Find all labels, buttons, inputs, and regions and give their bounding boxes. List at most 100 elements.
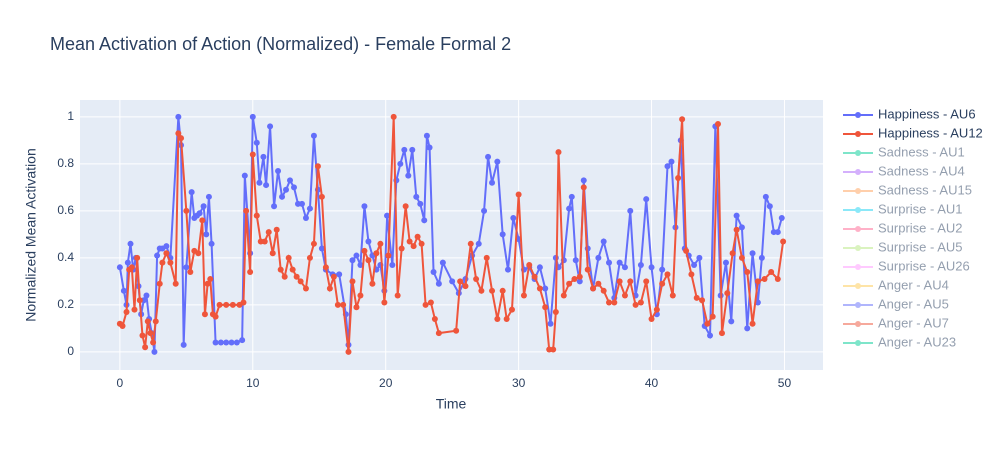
data-point (273, 226, 280, 233)
legend-marker (855, 321, 861, 327)
data-point (754, 278, 761, 285)
data-point (365, 257, 372, 264)
legend-item[interactable]: Surprise - AU26 (843, 258, 970, 273)
chart-title: Mean Activation of Action (Normalized) -… (50, 34, 511, 54)
data-point (606, 299, 613, 306)
legend-label: Surprise - AU26 (878, 258, 970, 273)
legend: Happiness - AU6 Happiness - AU12 Sadness -… (843, 106, 983, 349)
data-point (267, 123, 274, 130)
data-point (369, 280, 376, 287)
data-point (409, 146, 416, 153)
data-point (216, 301, 223, 308)
legend-marker (855, 340, 861, 346)
data-point (485, 153, 492, 160)
data-point (200, 203, 207, 210)
data-point (761, 276, 768, 283)
data-point (414, 233, 421, 240)
data-point (691, 261, 698, 268)
legend-item[interactable]: Surprise - AU5 (843, 239, 963, 254)
data-point (124, 259, 131, 266)
data-point (261, 238, 268, 245)
legend-item[interactable]: Happiness - AU6 (843, 106, 976, 121)
data-point (714, 120, 721, 127)
data-point (349, 257, 356, 264)
legend-item[interactable]: Sadness - AU4 (843, 163, 965, 178)
data-point (207, 276, 214, 283)
grid: 00.20.40.60.810 10 20 30 40 50 (57, 100, 823, 390)
data-point (430, 269, 437, 276)
data-point (704, 320, 711, 327)
legend-label: Sadness - AU1 (878, 144, 965, 159)
data-point (269, 250, 276, 257)
data-point (144, 318, 151, 325)
legend-marker (855, 150, 861, 156)
data-point (749, 320, 756, 327)
data-point (385, 252, 392, 259)
legend-item[interactable]: Anger - AU7 (843, 315, 949, 330)
data-point (510, 214, 517, 221)
data-point (590, 285, 597, 292)
data-point (357, 292, 364, 299)
data-point (722, 259, 729, 266)
data-point (572, 257, 579, 264)
data-point (499, 231, 506, 238)
legend-item[interactable]: Sadness - AU1 (843, 144, 965, 159)
legend-item[interactable]: Anger - AU4 (843, 277, 949, 292)
data-point (637, 261, 644, 268)
x-tick-label: 0 (117, 376, 124, 390)
data-point (175, 130, 182, 137)
data-point (584, 266, 591, 273)
data-point (397, 160, 404, 167)
data-point (699, 297, 706, 304)
data-point (297, 278, 304, 285)
data-point (256, 179, 263, 186)
data-point (724, 290, 731, 297)
data-point (353, 304, 360, 311)
legend-item[interactable]: Anger - AU23 (843, 334, 956, 349)
data-point (728, 318, 735, 325)
data-point (175, 113, 182, 120)
legend-item[interactable]: Surprise - AU2 (843, 220, 963, 235)
data-point (398, 245, 405, 252)
data-point (357, 261, 364, 268)
data-point (664, 163, 671, 170)
data-point (749, 250, 756, 257)
data-point (435, 330, 442, 337)
data-point (547, 320, 554, 327)
data-point (247, 269, 254, 276)
legend-item[interactable]: Sadness - AU15 (843, 182, 972, 197)
data-point (253, 212, 260, 219)
data-point (423, 132, 430, 139)
data-point (178, 135, 185, 142)
data-point (462, 283, 469, 290)
data-point (475, 240, 482, 247)
data-point (285, 254, 292, 261)
data-point (600, 287, 607, 294)
legend-marker (855, 264, 861, 270)
data-point (637, 299, 644, 306)
x-tick-label: 30 (512, 376, 526, 390)
legend-marker (855, 302, 861, 308)
data-point (188, 189, 195, 196)
legend-item[interactable]: Anger - AU5 (843, 296, 949, 311)
data-point (150, 339, 157, 346)
data-point (279, 193, 286, 200)
data-point (707, 332, 714, 339)
data-point (281, 273, 288, 280)
data-point (478, 287, 485, 294)
data-point (229, 301, 236, 308)
data-point (643, 278, 650, 285)
legend-item[interactable]: Surprise - AU1 (843, 201, 963, 216)
legend-marker (855, 226, 861, 232)
data-point (183, 207, 190, 214)
data-point (595, 280, 602, 287)
legend-marker (855, 283, 861, 289)
data-point (768, 269, 775, 276)
data-point (418, 240, 425, 247)
data-point (334, 301, 341, 308)
legend-item[interactable]: Happiness - AU12 (843, 125, 983, 140)
data-point (683, 247, 690, 254)
data-point (116, 264, 123, 271)
data-point (394, 292, 401, 299)
